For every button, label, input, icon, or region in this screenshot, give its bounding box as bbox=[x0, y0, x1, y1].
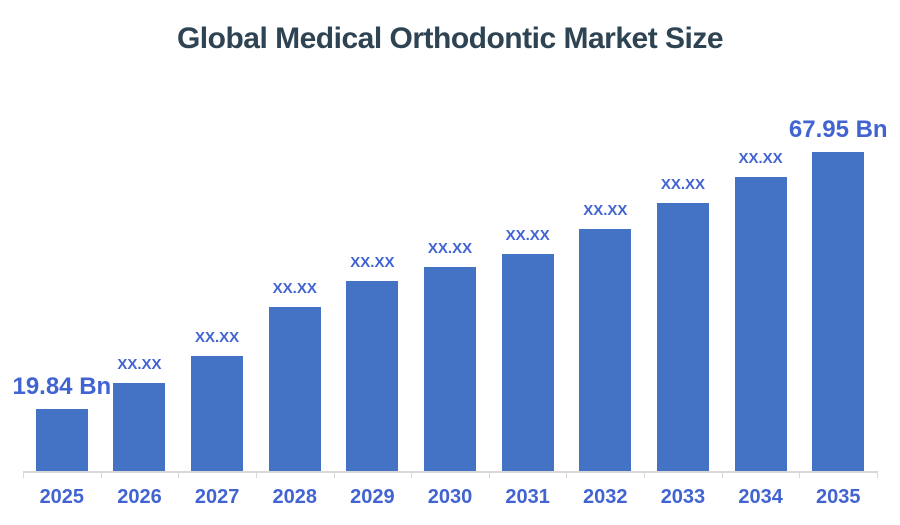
x-axis-tick bbox=[255, 471, 257, 478]
bar-group: XX.XX bbox=[489, 227, 567, 471]
x-axis-tick bbox=[488, 471, 490, 478]
bar bbox=[656, 203, 709, 471]
x-axis-tick bbox=[333, 471, 335, 478]
bar-group: XX.XX bbox=[101, 356, 179, 471]
bar bbox=[424, 267, 477, 471]
bar-group: XX.XX bbox=[178, 329, 256, 471]
bar bbox=[734, 177, 787, 471]
x-axis-tick-label: 2029 bbox=[350, 486, 395, 508]
plot-area: 19.84 Bn XX.XX XX.XX XX.XX XX.XX XX.XX X… bbox=[12, 95, 888, 471]
bar-value-label: XX.XX bbox=[117, 356, 162, 373]
x-axis-tick bbox=[566, 471, 568, 478]
bar-value-label: 67.95 Bn bbox=[788, 116, 888, 143]
x-axis-tick-label: 2035 bbox=[815, 486, 861, 508]
x-axis-tick-label: 2030 bbox=[427, 486, 473, 508]
x-axis-tick bbox=[411, 471, 413, 478]
x-axis-tick bbox=[877, 471, 878, 478]
x-axis-tick bbox=[178, 471, 180, 478]
x-axis-tick-label: 2026 bbox=[117, 486, 162, 508]
bar-value-label: XX.XX bbox=[195, 329, 240, 346]
x-axis-labels-row: 2025 2026 2027 2028 2029 2030 2031 2032 … bbox=[23, 486, 877, 509]
x-axis-tick-label: 2031 bbox=[505, 486, 550, 508]
bar-group: XX.XX bbox=[411, 240, 489, 471]
bar bbox=[268, 307, 321, 471]
x-axis-tick-label: 2034 bbox=[738, 486, 783, 508]
x-axis-tick bbox=[100, 471, 102, 478]
bar bbox=[113, 383, 166, 471]
x-axis-tick bbox=[644, 471, 646, 478]
bar-group: XX.XX bbox=[644, 176, 722, 471]
bar bbox=[35, 409, 88, 471]
bar-group: 19.84 Bn bbox=[12, 373, 111, 471]
x-axis-tick bbox=[799, 471, 801, 478]
x-axis-tick bbox=[23, 471, 24, 478]
bar-group: XX.XX bbox=[256, 280, 334, 471]
bar bbox=[501, 254, 554, 471]
bar-value-label: XX.XX bbox=[427, 240, 473, 257]
bar-group: XX.XX bbox=[566, 202, 644, 471]
bar bbox=[346, 281, 399, 471]
x-axis-tick-label: 2027 bbox=[194, 486, 240, 508]
bar-value-label: XX.XX bbox=[660, 176, 706, 193]
bar-value-label: XX.XX bbox=[350, 254, 395, 271]
bar-value-label: 19.84 Bn bbox=[12, 373, 112, 400]
x-axis-tick-label: 2028 bbox=[272, 486, 317, 508]
bar bbox=[812, 152, 865, 471]
bar-group: XX.XX bbox=[722, 150, 800, 471]
bar-value-label: XX.XX bbox=[738, 150, 783, 167]
x-axis-tick bbox=[721, 471, 723, 478]
x-axis-line bbox=[23, 471, 877, 473]
x-axis-tick-label: 2025 bbox=[39, 486, 85, 508]
bar-value-label: XX.XX bbox=[272, 280, 317, 297]
bar-value-label: XX.XX bbox=[583, 202, 628, 219]
bar bbox=[191, 356, 244, 471]
bar bbox=[579, 229, 632, 471]
x-axis-tick-label: 2032 bbox=[583, 486, 628, 508]
bar-group: XX.XX bbox=[334, 254, 412, 471]
bar-group: 67.95 Bn bbox=[789, 116, 888, 471]
x-axis-tick-label: 2033 bbox=[660, 486, 706, 508]
chart-title: Global Medical Orthodontic Market Size bbox=[176, 22, 724, 55]
bar-value-label: XX.XX bbox=[505, 227, 550, 244]
